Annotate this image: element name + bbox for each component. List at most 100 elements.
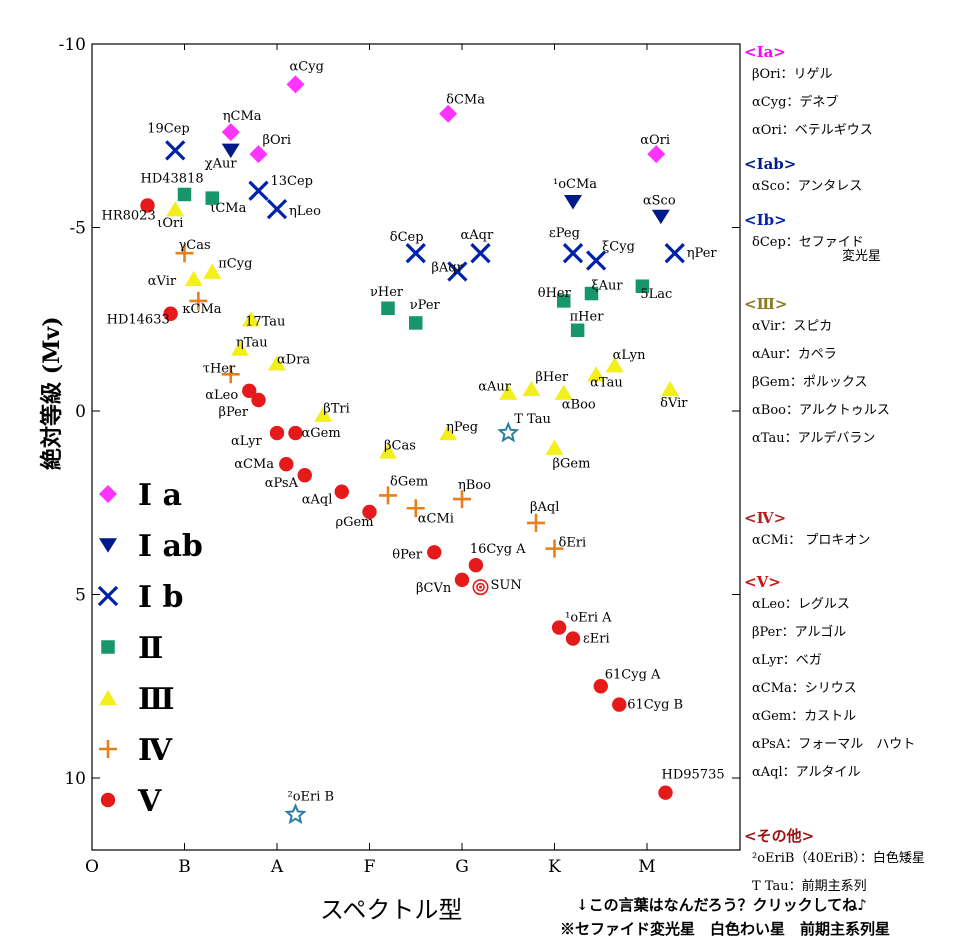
star-αOri-marker [647,145,666,164]
star-βAqr-label: βAqr [431,261,463,276]
star-19Cep-label: 19Cep [147,121,190,136]
side-item: αLeo：レグルス [752,597,850,612]
side-item: αTau：アルデバラン [752,431,876,446]
x-tick-label: K [548,857,561,877]
side-item: αBoo：アルクトゥルス [752,403,890,418]
star-δGem-marker [379,486,397,505]
star-νHer-marker [381,301,395,315]
star-τHer-marker [221,365,240,384]
star-²οEri-B-marker [284,803,307,825]
star-61Cyg-B-marker [612,697,627,712]
star-ιOri-label: ιOri [157,216,183,231]
star-ξAur-label: ξAur [592,279,624,294]
y-axis-title: 絶対等級 (Mv) [39,316,65,470]
star-HR8023-label: HR8023 [102,208,156,223]
x-tick-label: G [455,857,469,877]
star-5Lac-label: 5Lac [640,287,672,302]
legend-label-IV: Ⅳ [138,733,173,768]
side-item: δCep：セファイド [752,235,864,250]
star-βCVn-marker [454,572,470,588]
legend-marker-III [99,689,117,706]
y-tick-label: 10 [64,769,86,789]
star-16Cyg-A-label: 16Cyg A [470,542,526,557]
star-16Cyg-A-marker [468,557,484,573]
star-αAqr-label: αAqr [461,228,494,243]
star-ηPer-label: ηPer [687,246,718,261]
star-ξCyg-label: ξCyg [602,240,635,255]
keyword-links[interactable]: ※セファイド変光星 白色わい星 前期主系列星 [560,920,891,938]
star-5Lac-marker [635,279,650,293]
axis-ticks: O B A F G K M -10 -5 0 5 10 [59,35,740,877]
star-αTau-marker [587,366,606,382]
star-αAur-marker [499,384,518,400]
star-HD95735-label: HD95735 [662,768,725,783]
x-tick-label: F [364,857,376,877]
star-αSco-label: αSco [643,193,676,208]
y-tick-label: -5 [69,219,86,239]
star-ηTau-label: ηTau [236,336,268,351]
star-ηPeg-marker [439,424,458,441]
side-item: βOri：リゲル [752,67,833,82]
star-αCMa-label: αCMa [234,457,274,472]
side-group-head: <Ⅰab> [744,155,797,173]
star-νHer-label: νHer [370,285,404,300]
side-item: βPer：アルゴル [752,625,847,640]
star-νPer-label: νPer [410,298,441,313]
side-item: T Tau：前期主系列 [752,879,867,894]
star-αCMa-marker [279,457,294,472]
star-αCyg-marker [286,75,305,94]
star-ηCMa-label: ηCMa [223,109,262,124]
star-αTau-label: αTau [590,375,623,390]
legend-marker-Ib [97,585,119,607]
star-βOri-label: βOri [263,133,292,148]
plot-frame [91,43,741,851]
star-ξCyg-marker [585,250,607,271]
star-δCMa-label: δCMa [446,93,485,108]
star-βAqr-marker [447,261,468,282]
side-item: αVir：スピカ [752,319,833,334]
legend-marker-II [101,640,115,654]
star-βGem-marker [545,439,564,455]
star-αLyn-label: αLyn [613,348,647,363]
click-hint[interactable]: ↓この言葉はなんだろう？クリックしてね♪ [576,896,867,914]
side-item: ²οEriB（40EriB）：白色矮星 [752,851,925,866]
legend-label-Ia: Ⅰ a [138,478,182,513]
side-item: αOri：ベテルギウス [752,123,873,138]
side-item: αCMi： プロキオン [752,533,871,548]
star-ξAur-marker [584,286,599,301]
star-δCep-label: δCep [390,230,424,245]
star-βCVn-label: βCVn [416,581,452,596]
star-αDra-marker [268,355,286,371]
star-¹οEri-A-label: ¹οEri A [565,611,612,626]
legend-marker-IV [99,740,117,758]
x-tick-label: B [178,857,191,877]
side-item: αGem：カストル [752,709,857,724]
star-ιOri-marker [166,201,185,217]
star-19Cep-marker [165,140,186,161]
legend-label-V: Ⅴ [137,784,162,819]
side-group-head: <Ⅰb> [744,211,787,229]
star-ηBoo-label: ηBoo [458,478,491,493]
star-T-Tau-marker [497,421,520,443]
side-group-head: <Ⅲ> [744,295,788,313]
legend-marker-Iab [99,538,117,553]
star-δCep-marker [405,243,426,264]
star-HD14633-marker [163,306,178,321]
data-points [140,75,685,825]
star-ηCMa-marker [221,123,240,142]
side-group-head: <Ⅳ> [744,509,787,527]
star-βCas-label: βCas [384,438,416,453]
star-αPsA-label: αPsA [265,476,299,491]
side-item: αPsA：フォーマル ハウト [752,737,916,752]
star-εPeg-label: εPeg [549,226,580,241]
legend-label-II: Ⅱ [138,631,163,666]
star-17Tau-label: 17Tau [245,314,285,329]
star-HD14633-label: HD14633 [107,313,170,328]
star-¹οCMa-label: ¹οCMa [553,177,597,192]
star-πCyg-label: πCyg [218,257,252,272]
star-ηTau-marker [231,340,249,356]
star-πHer-label: πHer [570,309,605,324]
star-εEri-marker [565,631,581,646]
star-αLeo-label: αLeo [205,388,238,403]
